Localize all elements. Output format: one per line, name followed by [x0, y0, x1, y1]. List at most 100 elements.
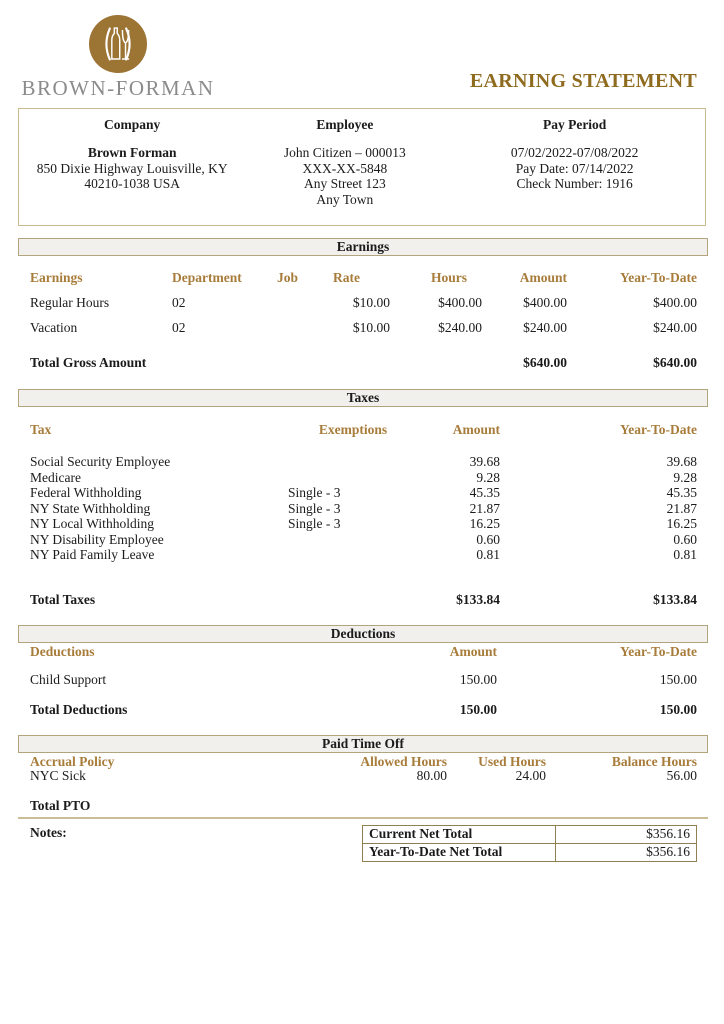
employee-detail-line: Any Town — [316, 191, 374, 207]
col-header-allowed-hours: Allowed Hours — [360, 753, 447, 769]
cell-allowed-hours: 80.00 — [416, 767, 447, 783]
total-pto-label: Total PTO — [30, 797, 91, 813]
cell-exemptions: Single - 3 — [288, 485, 341, 500]
pay-period-detail-line: Check Number: 1916 — [516, 176, 633, 191]
cell-accrual-policy: NYC Sick — [30, 767, 86, 783]
cell-balance-hours: 56.00 — [666, 767, 697, 783]
col-header-ded-amount: Amount — [449, 643, 497, 659]
tax-row: NY State Withholding Single - 3 21.87 21… — [18, 501, 708, 517]
col-header-ytd: Year-To-Date — [620, 270, 697, 285]
pto-rows: NYC Sick 80.00 24.00 56.00 — [18, 767, 708, 783]
pto-divider — [18, 816, 708, 819]
pay-period-details: 07/02/2022-07/08/2022 Pay Date: 07/14/202… — [444, 145, 705, 192]
cell-tax-name: Federal Withholding — [30, 485, 142, 500]
employee-detail-line: XXX-XX-5848 — [302, 160, 388, 176]
cell-tax-amount: 0.60 — [476, 531, 500, 547]
cell-tax-name: Medicare — [30, 469, 81, 485]
cell-amount: $400.00 — [523, 295, 567, 310]
company-address: 850 Dixie Highway Louisville, KY 40210-10… — [19, 161, 245, 192]
section-header-earnings: Earnings — [18, 238, 708, 256]
tax-row: Medicare 9.28 9.28 — [18, 470, 708, 486]
total-gross-amount: $640.00 — [523, 355, 567, 370]
tax-row: NY Local Withholding Single - 3 16.25 16… — [18, 516, 708, 532]
cell-ytd: $400.00 — [653, 295, 697, 310]
section-header-pto: Paid Time Off — [18, 734, 708, 753]
net-total-value: $356.16 — [646, 825, 690, 841]
cell-exemptions — [288, 454, 418, 470]
cell-department: 02 — [172, 320, 186, 335]
cell-tax-ytd: 9.28 — [673, 469, 697, 485]
cell-used-hours: 24.00 — [515, 767, 546, 783]
cell-tax-ytd: 16.25 — [666, 516, 697, 531]
company-address-line: 850 Dixie Highway Louisville, KY — [36, 160, 228, 176]
cell-tax-ytd: 21.87 — [666, 500, 697, 516]
brand-block: BROWN-FORMAN — [20, 15, 216, 101]
tax-row: NY Disability Employee 0.60 0.60 — [18, 532, 708, 548]
cell-tax-ytd: 0.60 — [673, 531, 697, 547]
info-box: Company Brown Forman 850 Dixie Highway L… — [18, 108, 706, 226]
section-header-taxes: Taxes — [18, 389, 708, 407]
total-deductions-label: Total Deductions — [30, 701, 128, 717]
cell-tax-amount: 16.25 — [469, 516, 500, 531]
cell-earning-name: Regular Hours — [30, 295, 110, 310]
cell-tax-name: NY State Withholding — [30, 500, 151, 516]
footer-row: Notes: Current Net Total $356.16 Year-To… — [18, 824, 708, 862]
cell-tax-name: NY Paid Family Leave — [30, 547, 155, 562]
cell-earning-name: Vacation — [30, 320, 78, 335]
total-taxes-ytd: $133.84 — [653, 591, 697, 607]
col-header-tax-amount: Amount — [452, 422, 500, 437]
net-totals-table: Current Net Total $356.16 Year-To-Date N… — [362, 824, 697, 862]
cell-rate: $10.00 — [352, 320, 390, 335]
col-header-tax-ytd: Year-To-Date — [620, 422, 697, 437]
total-gross-label: Total Gross Amount — [30, 355, 147, 370]
brand-name: BROWN-FORMAN — [21, 76, 215, 100]
taxes-column-headers: Tax Exemptions Amount Year-To-Date — [18, 423, 708, 437]
deductions-column-headers: Deductions Amount Year-To-Date — [18, 643, 708, 659]
total-taxes-amount: $133.84 — [456, 591, 500, 607]
cell-tax-name: NY Local Withholding — [30, 516, 154, 531]
pto-row: NYC Sick 80.00 24.00 56.00 — [18, 767, 708, 783]
cell-tax-name: Social Security Employee — [30, 454, 171, 469]
cell-job — [277, 321, 333, 335]
pay-period-header: Pay Period — [542, 117, 607, 132]
employee-header: Employee — [316, 117, 374, 132]
pto-column-headers: Accrual Policy Allowed Hours Used Hours … — [18, 753, 708, 769]
cell-hours: $400.00 — [438, 295, 482, 310]
employee-details: John Citizen – 000013 XXX-XX-5848 Any Stre… — [245, 145, 444, 207]
cell-amount: $240.00 — [523, 320, 567, 335]
col-header-tax: Tax — [30, 422, 52, 437]
deduction-rows: Child Support 150.00 150.00 — [18, 672, 708, 687]
cell-hours: $240.00 — [438, 320, 482, 335]
col-header-exemptions: Exemptions — [318, 422, 388, 437]
cell-tax-ytd: 39.68 — [666, 454, 697, 469]
cell-exemptions: Single - 3 — [288, 500, 341, 516]
col-header-job: Job — [277, 270, 299, 285]
cell-tax-name: NY Disability Employee — [30, 531, 164, 547]
pay-period-detail-line: 07/02/2022-07/08/2022 — [510, 145, 639, 160]
cell-exemptions — [288, 470, 418, 486]
col-header-ded-ytd: Year-To-Date — [620, 643, 697, 659]
cell-tax-amount: 45.35 — [469, 485, 500, 500]
col-header-used-hours: Used Hours — [478, 753, 546, 769]
notes-label: Notes: — [30, 824, 67, 840]
cell-rate: $10.00 — [352, 295, 390, 310]
pay-period-info: Pay Period 07/02/2022-07/08/2022 Pay Date… — [444, 117, 705, 225]
col-header-department: Department — [172, 270, 242, 285]
earnings-total-row: Total Gross Amount $640.00 $640.00 — [18, 356, 708, 370]
pay-period-detail-line: Pay Date: 07/14/2022 — [515, 160, 634, 176]
net-total-row: Current Net Total $356.16 — [363, 825, 696, 843]
cell-tax-amount: 9.28 — [476, 469, 500, 485]
net-total-row: Year-To-Date Net Total $356.16 — [363, 842, 696, 861]
company-address-line: 40210-1038 USA — [84, 176, 180, 191]
company-name: Brown Forman — [87, 145, 177, 160]
earnings-rows: Regular Hours 02 $10.00 $400.00 $400.00 … — [18, 296, 708, 335]
col-header-rate: Rate — [333, 270, 360, 285]
total-deductions-ytd: 150.00 — [659, 701, 697, 717]
net-total-label: Year-To-Date Net Total — [363, 843, 556, 861]
tax-row: Social Security Employee 39.68 39.68 — [18, 454, 708, 470]
cell-department: 02 — [172, 295, 186, 310]
cell-tax-ytd: 0.81 — [673, 547, 697, 562]
deduction-row: Child Support 150.00 150.00 — [18, 672, 708, 687]
brown-forman-logo-icon — [89, 15, 147, 73]
